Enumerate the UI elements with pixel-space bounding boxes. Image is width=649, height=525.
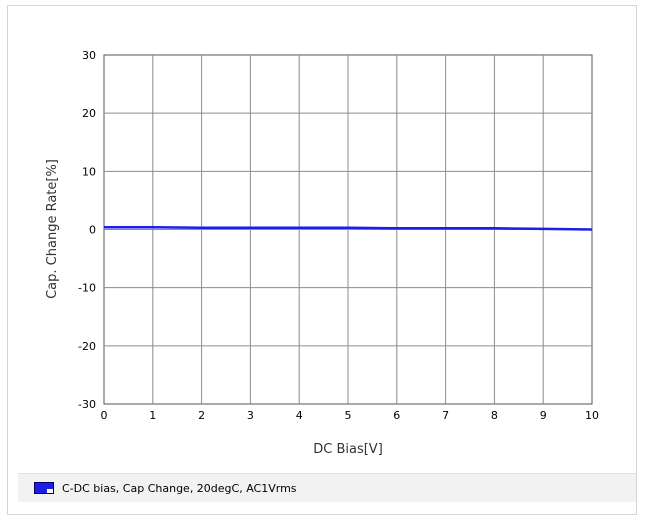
x-tick-label: 5 xyxy=(345,409,352,422)
y-tick-label: 30 xyxy=(82,49,96,62)
series-line xyxy=(104,225,593,231)
x-tick-label: 1 xyxy=(149,409,156,422)
y-tick-label: 20 xyxy=(82,107,96,120)
x-axis-title: DC Bias[V] xyxy=(313,442,383,457)
y-tick-label: 0 xyxy=(89,224,96,237)
series-lines xyxy=(104,225,593,231)
x-tick-label: 9 xyxy=(540,409,547,422)
y-tick-label: -10 xyxy=(78,282,96,295)
y-tick-label: -30 xyxy=(78,398,96,411)
legend-swatch xyxy=(34,482,54,494)
legend: C-DC bias, Cap Change, 20degC, AC1Vrms xyxy=(18,473,636,502)
y-tick-labels: 30 20 10 0 -10 -20 -30 xyxy=(78,49,96,411)
x-tick-label: 3 xyxy=(247,409,254,422)
x-tick-label: 4 xyxy=(296,409,303,422)
x-tick-label: 6 xyxy=(393,409,400,422)
x-tick-labels: 0 1 2 3 4 5 6 7 8 9 10 xyxy=(101,409,600,422)
x-tick-label: 2 xyxy=(198,409,205,422)
chart-svg: 0 1 2 3 4 5 6 7 8 9 10 30 20 10 0 -10 -20 -30 DC Bias[V]… xyxy=(45,49,600,457)
y-tick-label: -20 xyxy=(78,340,96,353)
x-tick-label: 10 xyxy=(585,409,599,422)
x-tick-label: 7 xyxy=(442,409,449,422)
legend-label: C-DC bias, Cap Change, 20degC, AC1Vrms xyxy=(62,481,297,495)
x-tick-label: 8 xyxy=(491,409,498,422)
x-tick-label: 0 xyxy=(101,409,108,422)
y-tick-label: 10 xyxy=(82,165,96,178)
y-axis-title: Cap. Change Rate[%] xyxy=(45,159,60,299)
